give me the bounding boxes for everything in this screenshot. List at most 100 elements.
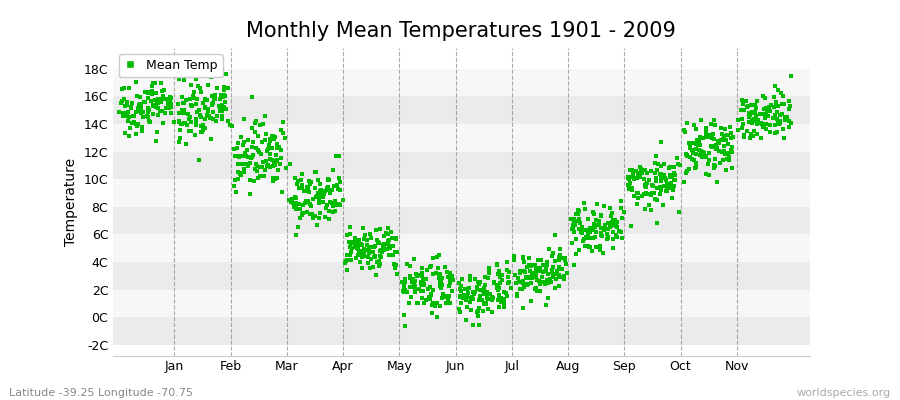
Point [289, 200, 303, 206]
Point [308, 168, 322, 175]
Point [649, 184, 663, 191]
Point [390, 271, 404, 277]
Point [382, 243, 396, 249]
Point [386, 243, 400, 250]
Point [538, 281, 553, 288]
Point [298, 199, 312, 206]
Point [258, 137, 273, 144]
Point [442, 292, 456, 299]
Point [515, 286, 529, 292]
Point [553, 246, 567, 252]
Point [144, 98, 158, 104]
Point [716, 148, 730, 155]
Point [536, 269, 550, 276]
Point [359, 236, 374, 243]
Point [753, 135, 768, 141]
Point [215, 116, 230, 122]
Point [747, 128, 761, 134]
Point [198, 96, 212, 103]
Point [768, 115, 782, 121]
Point [731, 117, 745, 124]
Point [426, 270, 440, 277]
Point [621, 185, 635, 192]
Point [130, 122, 144, 129]
Point [188, 122, 202, 128]
Point [724, 130, 738, 136]
Point [740, 128, 754, 135]
Point [529, 265, 544, 272]
Point [312, 192, 327, 199]
Point [567, 262, 581, 268]
Point [175, 94, 189, 100]
Point [217, 103, 231, 110]
Point [292, 215, 307, 221]
Point [198, 105, 212, 112]
Point [464, 294, 479, 301]
Point [157, 86, 171, 93]
Point [589, 228, 603, 235]
Point [772, 121, 787, 128]
Point [204, 74, 219, 80]
Point [266, 175, 280, 181]
Point [390, 249, 404, 256]
Point [607, 244, 621, 251]
Point [294, 182, 309, 188]
Point [710, 145, 724, 151]
Point [724, 134, 739, 141]
Point [476, 290, 491, 296]
Point [625, 166, 639, 173]
Point [353, 259, 367, 265]
Point [156, 93, 170, 100]
Point [259, 158, 274, 164]
Point [590, 200, 605, 207]
Point [348, 238, 363, 244]
Point [205, 102, 220, 108]
Point [453, 293, 467, 299]
Point [373, 226, 387, 232]
Point [153, 108, 167, 114]
Point [558, 254, 572, 261]
Point [491, 304, 506, 310]
Point [370, 239, 384, 246]
Point [435, 295, 449, 301]
Point [552, 283, 566, 289]
Point [460, 294, 474, 300]
Point [355, 254, 369, 260]
Point [434, 285, 448, 291]
Point [256, 121, 270, 127]
Point [638, 182, 652, 189]
Bar [112, 317, 810, 345]
Point [580, 231, 595, 238]
Point [742, 112, 757, 119]
Point [206, 100, 220, 106]
Point [317, 191, 331, 197]
Point [338, 260, 352, 266]
Point [690, 142, 705, 148]
Point [538, 301, 553, 308]
Point [267, 162, 282, 168]
Point [518, 269, 532, 276]
Point [578, 242, 592, 249]
Point [430, 300, 445, 306]
Point [716, 137, 731, 144]
Point [269, 158, 284, 164]
Point [621, 174, 635, 180]
Point [302, 189, 316, 196]
Point [266, 136, 281, 142]
Point [631, 195, 645, 201]
Point [472, 279, 487, 285]
Point [376, 240, 391, 247]
Point [597, 226, 611, 233]
Point [194, 123, 208, 130]
Point [407, 284, 421, 290]
Point [320, 186, 334, 193]
Point [294, 211, 309, 218]
Point [339, 252, 354, 258]
Point [382, 252, 396, 259]
Point [552, 264, 566, 270]
Point [248, 129, 262, 136]
Point [230, 168, 245, 175]
Point [308, 212, 322, 219]
Point [768, 130, 782, 136]
Point [142, 107, 157, 113]
